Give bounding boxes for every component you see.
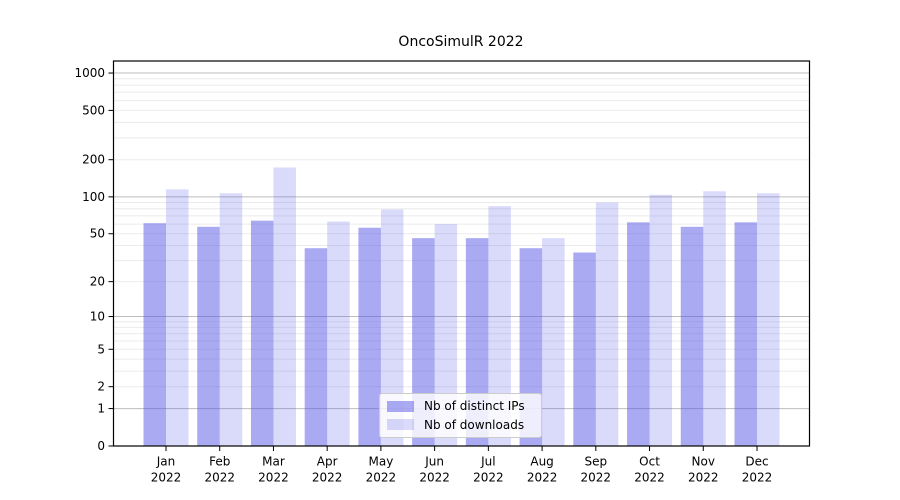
x-tick-label-year-nov: 2022 — [688, 471, 719, 485]
bar-downloads-aug — [542, 238, 565, 446]
bar-distinct-ips-nov — [680, 226, 704, 446]
x-tick-label-year-jun: 2022 — [419, 471, 450, 485]
x-tick-label-month-may: May — [369, 455, 394, 469]
legend-swatch-distinct-ips — [387, 400, 414, 412]
legend-item-distinct-ips: Nb of distinct IPs — [387, 399, 534, 413]
x-tick-label-year-sep: 2022 — [581, 471, 612, 485]
x-tick-label-year-aug: 2022 — [527, 471, 558, 485]
x-tick-label-month-sep: Sep — [585, 455, 608, 469]
x-tick-label-year-dec: 2022 — [742, 471, 773, 485]
bar-distinct-ips-sep — [573, 252, 596, 446]
legend-item-downloads: Nb of downloads — [387, 418, 534, 432]
y-tick-label-200: 200 — [82, 153, 105, 167]
y-tick-label-100: 100 — [82, 190, 105, 204]
bar-downloads-apr — [327, 221, 350, 446]
x-tick-label-month-nov: Nov — [692, 455, 715, 469]
x-tick-label-month-aug: Aug — [530, 455, 553, 469]
x-tick-label-year-oct: 2022 — [634, 471, 665, 485]
bar-distinct-ips-apr — [304, 248, 328, 446]
y-tick-label-2: 2 — [97, 380, 105, 394]
y-tick-label-5: 5 — [97, 342, 105, 356]
chart-title: OncoSimulR 2022 — [398, 34, 524, 50]
bar-distinct-ips-jan — [143, 223, 166, 446]
bar-downloads-mar — [273, 167, 296, 447]
x-tick-label-month-mar: Mar — [262, 455, 285, 469]
x-tick-label-year-jul: 2022 — [473, 471, 504, 485]
bar-distinct-ips-oct — [627, 222, 650, 446]
y-tick-label-1: 1 — [97, 402, 105, 416]
y-tick-label-20: 20 — [90, 275, 105, 289]
x-tick-label-month-jun: Jun — [424, 455, 444, 469]
x-tick-label-month-dec: Dec — [745, 455, 768, 469]
x-tick-label-year-feb: 2022 — [204, 471, 235, 485]
bar-downloads-dec — [756, 193, 780, 446]
bar-downloads-may — [380, 209, 404, 446]
legend-swatch-downloads — [387, 419, 414, 431]
y-tick-label-0: 0 — [97, 439, 105, 453]
x-tick-label-year-mar: 2022 — [258, 471, 289, 485]
chart-legend: Nb of distinct IPs Nb of downloads — [379, 393, 542, 438]
y-tick-label-500: 500 — [82, 103, 105, 117]
x-tick-label-month-apr: Apr — [317, 455, 338, 469]
x-tick-label-year-jan: 2022 — [151, 471, 182, 485]
bar-downloads-jun — [434, 224, 458, 446]
legend-label-downloads: Nb of downloads — [424, 417, 525, 432]
bar-downloads-oct — [649, 194, 673, 446]
legend-label-distinct-ips: Nb of distinct IPs — [424, 399, 525, 414]
bar-distinct-ips-dec — [734, 222, 757, 446]
bar-downloads-sep — [595, 202, 619, 446]
bar-downloads-jan — [166, 189, 189, 446]
bar-downloads-nov — [703, 191, 726, 446]
y-tick-label-10: 10 — [90, 310, 105, 324]
bar-distinct-ips-feb — [197, 226, 220, 446]
x-tick-label-month-oct: Oct — [639, 455, 660, 469]
x-tick-label-month-jan: Jan — [156, 455, 176, 469]
x-tick-label-year-apr: 2022 — [312, 471, 343, 485]
x-tick-label-month-jul: Jul — [480, 455, 495, 469]
bar-downloads-jul — [488, 206, 511, 446]
bar-distinct-ips-may — [358, 227, 381, 446]
axis-frame — [112, 60, 811, 447]
x-tick-label-year-may: 2022 — [366, 471, 397, 485]
y-tick-label-50: 50 — [90, 227, 105, 241]
x-tick-label-month-feb: Feb — [209, 455, 230, 469]
y-tick-label-1000: 1000 — [74, 66, 105, 80]
bar-downloads-feb — [219, 193, 243, 446]
bar-distinct-ips-mar — [250, 220, 274, 446]
